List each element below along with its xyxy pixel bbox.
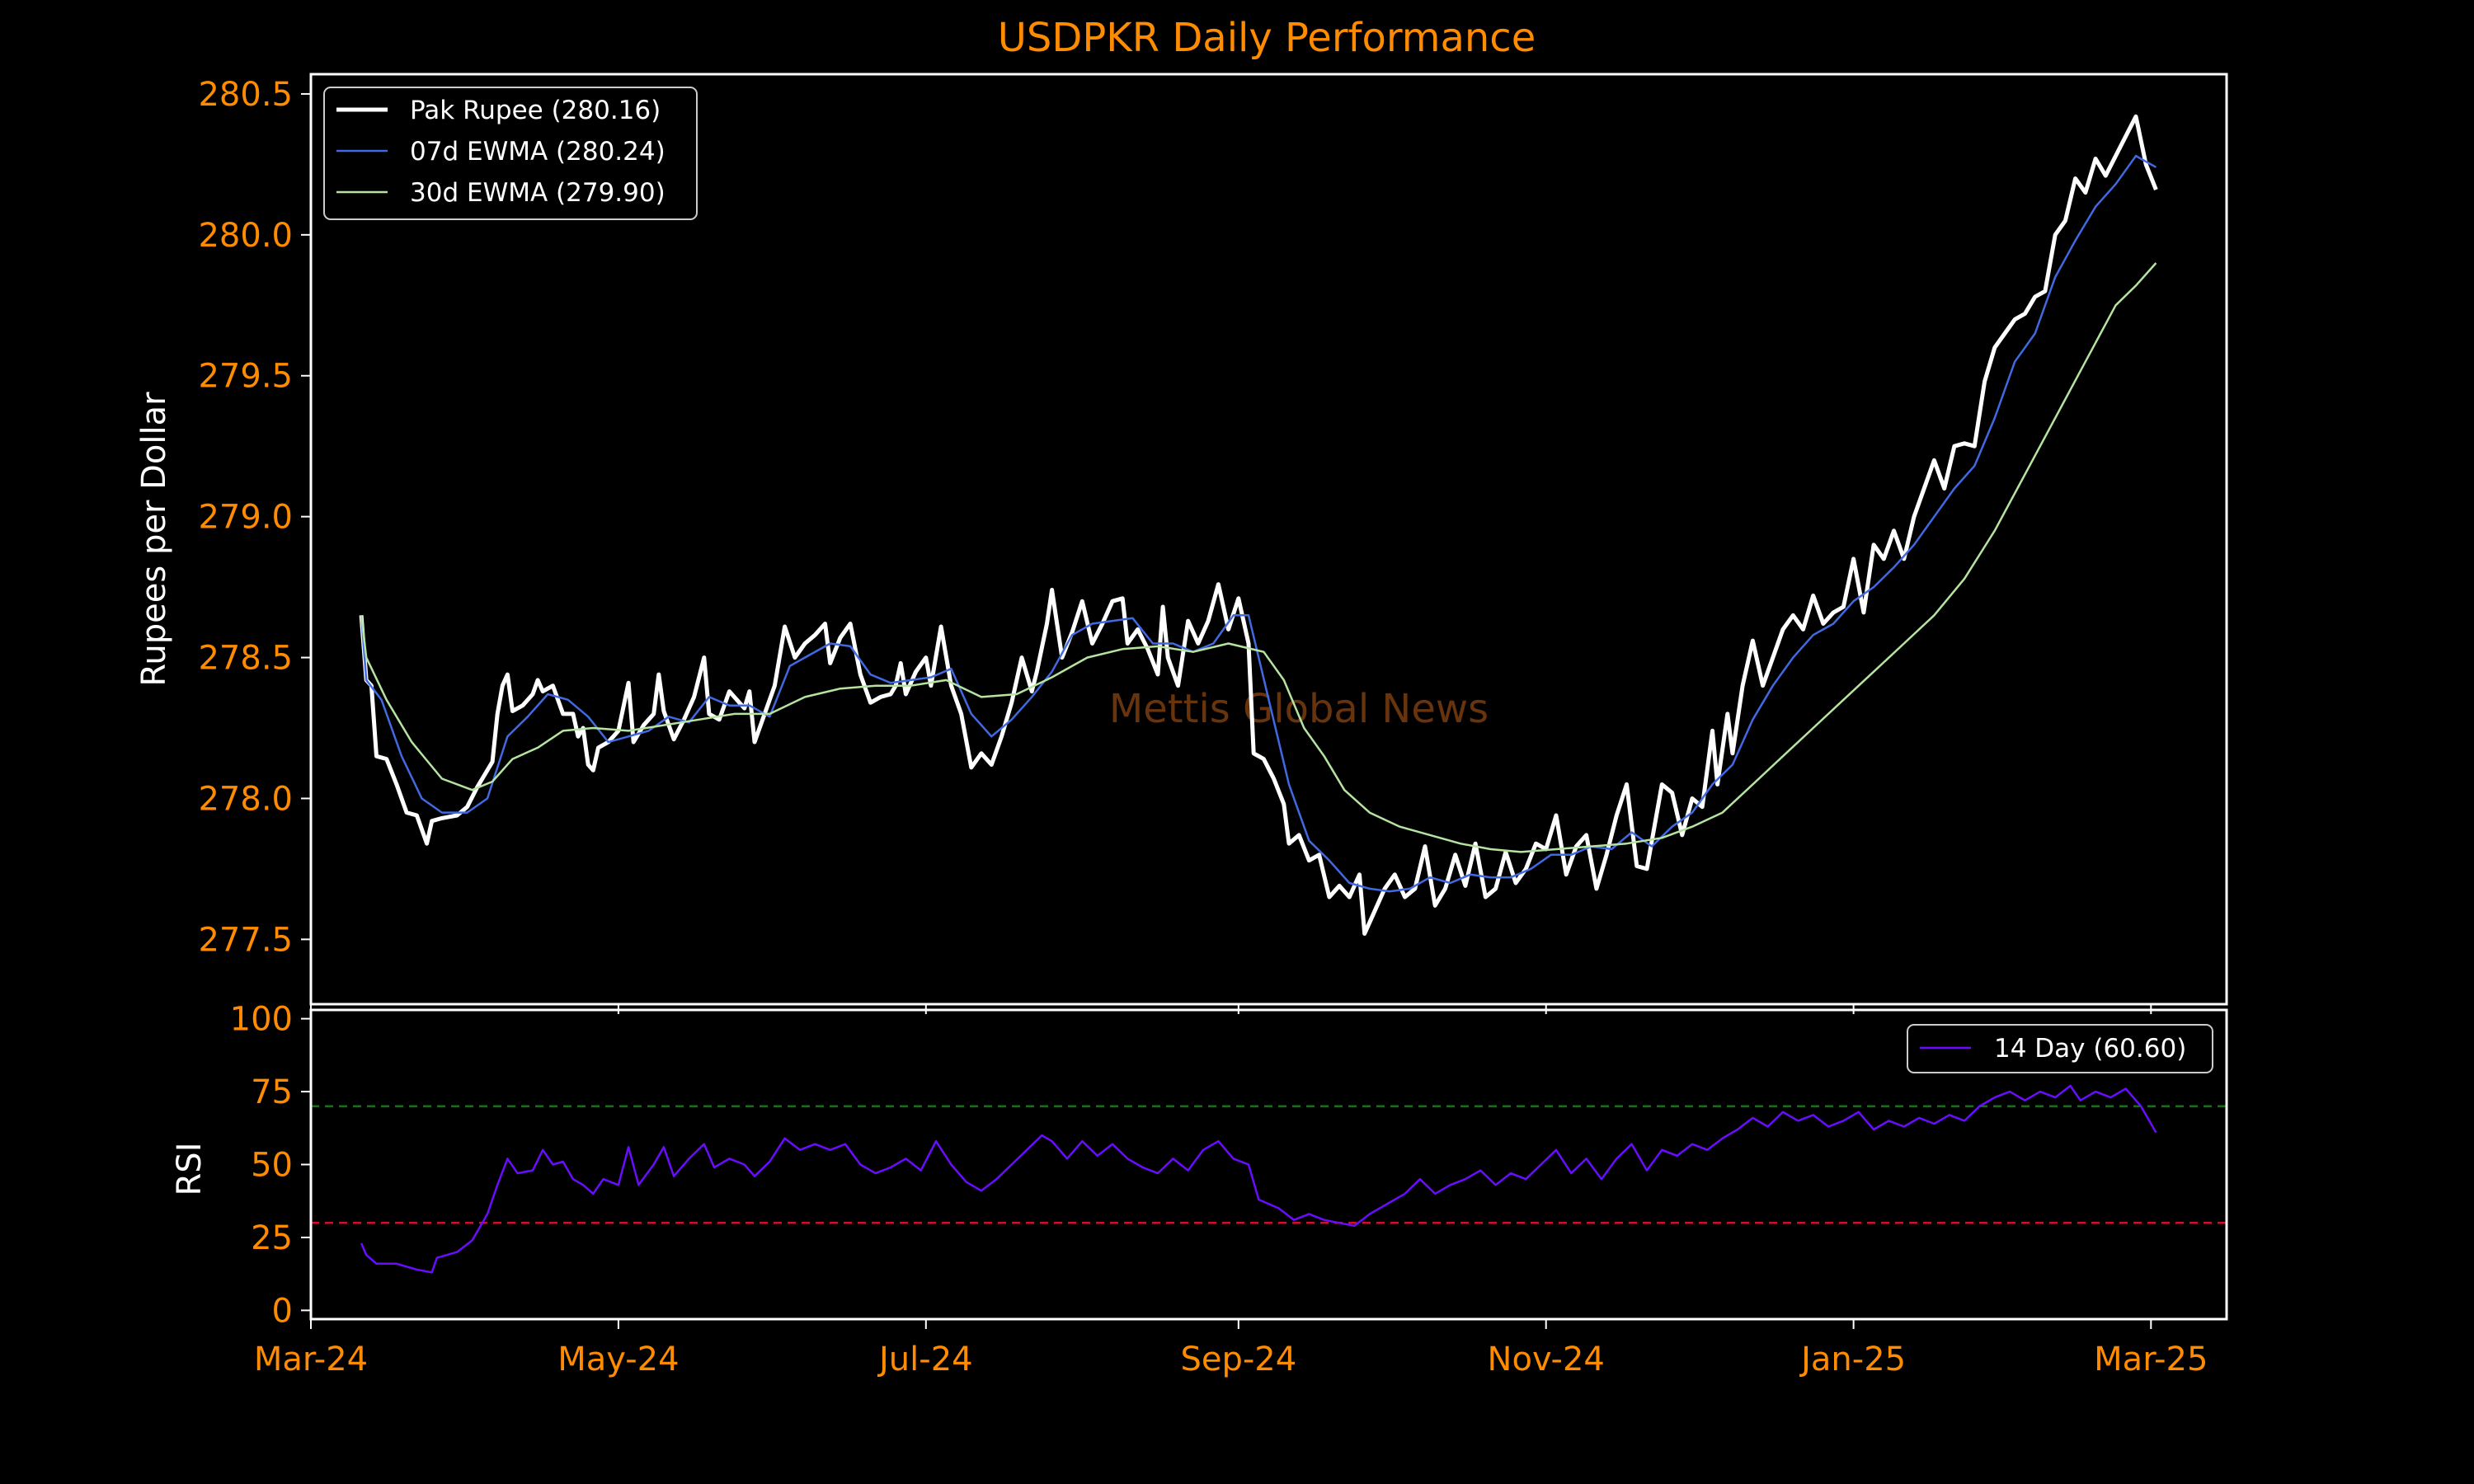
x-axis-ticks: Mar-24 May-24 Jul-24 Sep-24 Nov-24 Jan-25 Mar-… [254,1004,2208,1378]
x-tick-label: Jan-25 [1799,1341,1906,1378]
price-legend: Pak Rupee (280.16) 07d EWMA (280.24) 30d E… [323,87,698,220]
x-tick-label: May-24 [557,1341,679,1378]
x-tick-label: Jul-24 [877,1341,973,1378]
x-tick-label: Sep-24 [1180,1341,1296,1378]
price-y-tick-label: 278.5 [198,640,293,678]
rsi-legend: 14 Day (60.60) [1907,1024,2213,1073]
x-tick-label: Mar-24 [254,1341,368,1378]
price-series-line-2 [360,262,2157,853]
x-tick-label: Mar-25 [2094,1341,2208,1378]
price-legend-entry: 07d EWMA (280.24) [410,137,666,167]
rsi-y-tick-label: 75 [251,1073,293,1111]
price-y-tick-label: 278.0 [198,780,293,818]
rsi-y-tick-label: 100 [230,1001,293,1039]
price-y-tick-label: 279.0 [198,499,293,537]
price-y-tick-label: 280.5 [198,76,293,114]
rsi-y-ticks: 0 25 50 75 100 [230,1001,311,1330]
price-legend-entry: 30d EWMA (279.90) [410,178,666,208]
price-panel-frame [309,73,2228,1006]
chart-title: USDPKR Daily Performance [998,15,1536,61]
rsi-legend-entry: 14 Day (60.60) [1994,1034,2186,1064]
rsi-y-axis-label: RSI [171,1143,209,1196]
price-legend-box [323,87,698,220]
price-legend-entry: Pak Rupee (280.16) [410,96,661,125]
price-y-tick-label: 277.5 [198,921,293,959]
price-series-group [359,114,2158,936]
price-y-ticks: 277.5 278.0 278.5 279.0 279.5 280.0 280.5 [198,76,311,959]
price-series-line-0 [359,114,2158,936]
x-tick-label: Nov-24 [1488,1341,1605,1378]
price-y-axis-label: Rupees per Dollar [135,392,173,687]
rsi-y-tick-label: 50 [251,1147,293,1185]
watermark-text: Mettis Global News [1109,686,1489,732]
rsi-reference-lines [311,1105,2227,1224]
rsi-series-line-0 [360,1084,2157,1274]
price-series-line-1 [360,154,2157,893]
price-y-tick-label: 279.5 [198,358,293,396]
rsi-legend-box [1907,1024,2213,1073]
rsi-series-group [360,1084,2157,1274]
price-y-tick-label: 280.0 [198,217,293,255]
rsi-y-tick-label: 25 [251,1219,293,1257]
rsi-y-tick-label: 0 [272,1292,293,1330]
